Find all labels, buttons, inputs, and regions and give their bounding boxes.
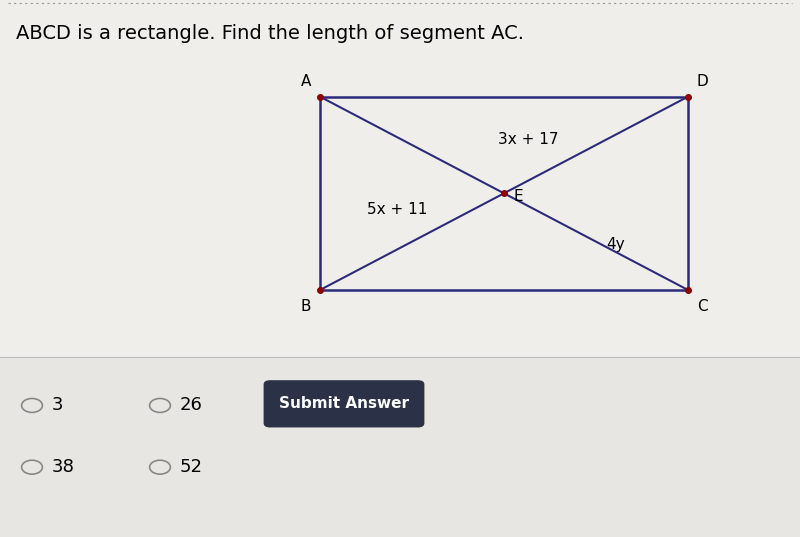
Text: 52: 52 <box>180 458 203 476</box>
Text: Submit Answer: Submit Answer <box>279 396 409 411</box>
Text: A: A <box>301 74 310 89</box>
Text: 26: 26 <box>180 396 203 415</box>
Text: C: C <box>697 299 708 314</box>
Text: B: B <box>300 299 311 314</box>
Text: 3x + 17: 3x + 17 <box>498 132 558 147</box>
Text: ABCD is a rectangle. Find the length of segment AC.: ABCD is a rectangle. Find the length of … <box>16 24 524 43</box>
Text: 3: 3 <box>52 396 63 415</box>
Text: E: E <box>514 188 523 204</box>
Text: 4y: 4y <box>606 237 626 252</box>
Text: 38: 38 <box>52 458 75 476</box>
Text: 5x + 11: 5x + 11 <box>367 202 428 217</box>
FancyBboxPatch shape <box>264 380 424 427</box>
Text: D: D <box>697 74 708 89</box>
Bar <box>0 357 800 537</box>
